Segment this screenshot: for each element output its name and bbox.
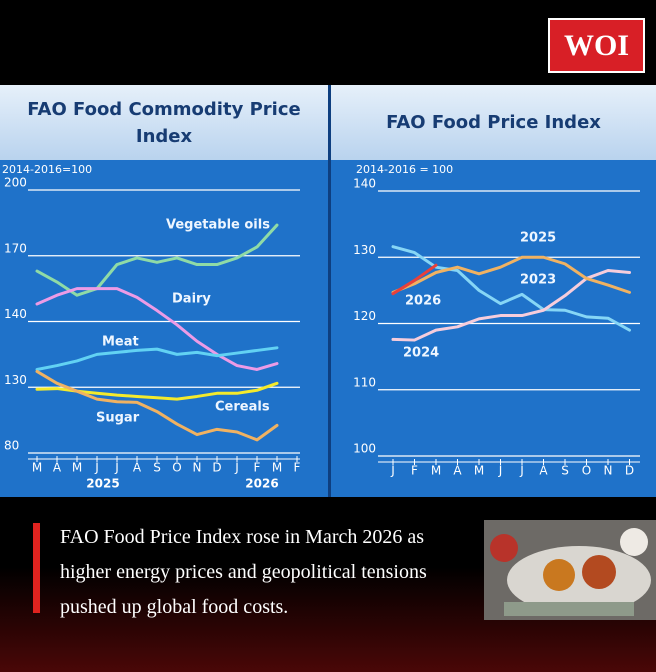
series-line: [391, 263, 438, 296]
y-tick-label: 170: [4, 241, 27, 255]
series-label: 2026: [405, 294, 441, 309]
y-tick-label: 80: [4, 439, 19, 453]
series-label: Vegetable oils: [166, 218, 270, 233]
plate: [507, 546, 651, 614]
divider: [328, 85, 331, 497]
x-tick-label: A: [53, 461, 62, 475]
x-tick-label: D: [212, 461, 221, 475]
y-tick-label: 110: [353, 375, 376, 389]
y-tick-label: 140: [4, 307, 27, 321]
x-tick-label: O: [172, 461, 181, 475]
x-tick-label: S: [561, 464, 569, 478]
series-line: [35, 346, 279, 371]
caption: FAO Food Price Index rose in March 2026 …: [60, 526, 427, 618]
y-tick-label: 100: [353, 442, 376, 456]
chart-bg: [0, 160, 328, 497]
series-label: Cereals: [215, 400, 270, 415]
x-tick-label: J: [390, 464, 395, 478]
x-tick-label: F: [294, 461, 301, 475]
food: [582, 555, 616, 589]
brand-logo: WOI: [548, 18, 645, 73]
x-group-label: 2025: [86, 477, 119, 491]
notes: [504, 602, 634, 616]
x-tick-label: F: [254, 461, 261, 475]
series-label: Dairy: [172, 292, 211, 307]
x-tick-label: A: [133, 461, 142, 475]
x-tick-label: N: [193, 461, 202, 475]
x-tick-label: M: [474, 464, 484, 478]
series-line: [35, 369, 279, 442]
x-tick-label: A: [539, 464, 548, 478]
series-line: [35, 287, 279, 371]
x-tick-label: J: [498, 464, 503, 478]
y-tick-label: 200: [4, 176, 27, 190]
series-line: [35, 223, 279, 297]
series-line: [391, 245, 631, 332]
chart-title: FAO Food Price Index: [331, 85, 656, 160]
y-tick-label: 120: [353, 309, 376, 323]
series-label: 2025: [520, 231, 556, 246]
header-band: [0, 0, 656, 85]
y-tick-label: 130: [4, 373, 27, 387]
x-tick-label: N: [604, 464, 613, 478]
series-label: Meat: [102, 335, 139, 350]
x-tick-label: J: [94, 461, 99, 475]
series-label: 2023: [520, 273, 556, 288]
x-tick-label: D: [625, 464, 634, 478]
bowl: [490, 534, 518, 562]
food: [543, 559, 575, 591]
x-tick-label: M: [272, 461, 282, 475]
series-label: Sugar: [96, 411, 140, 426]
chart-title: FAO Food Commodity Price Index: [0, 85, 328, 160]
y-tick-label: 130: [353, 243, 376, 257]
chart-bg: [331, 160, 656, 497]
x-tick-label: M: [32, 461, 42, 475]
food-image: [484, 520, 656, 620]
x-tick-label: M: [72, 461, 82, 475]
accent-bar: [33, 523, 40, 613]
bowl: [620, 528, 648, 556]
y-tick-label: 140: [353, 177, 376, 191]
x-tick-label: S: [153, 461, 161, 475]
x-tick-label: M: [431, 464, 441, 478]
chart-subtitle: 2014-2016=100: [2, 163, 92, 176]
x-tick-label: J: [114, 461, 119, 475]
x-tick-label: J: [519, 464, 524, 478]
x-tick-label: J: [234, 461, 239, 475]
series-label: 2024: [403, 346, 439, 361]
series-line: [391, 255, 631, 294]
x-tick-label: A: [453, 464, 462, 478]
x-tick-label: F: [411, 464, 418, 478]
x-tick-label: O: [582, 464, 591, 478]
chart-subtitle: 2014-2016 = 100: [356, 163, 453, 176]
x-group-label: 2026: [245, 477, 278, 491]
series-line: [391, 269, 631, 342]
